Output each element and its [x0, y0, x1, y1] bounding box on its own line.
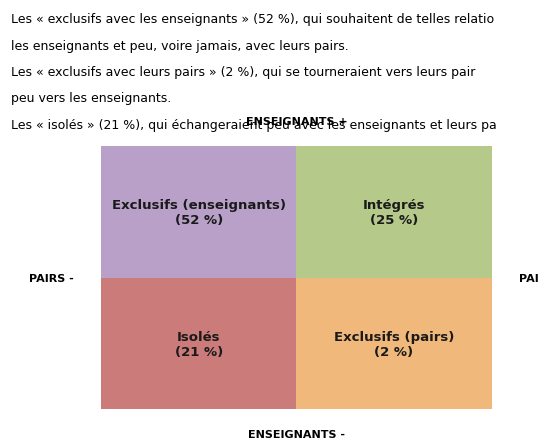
Text: ENSEIGNANTS -: ENSEIGNANTS -	[248, 429, 345, 438]
Text: Exclusifs (enseignants)
(52 %): Exclusifs (enseignants) (52 %)	[112, 198, 286, 226]
Text: Les « exclusifs avec les enseignants » (52 %), qui souhaitent de telles relatio: Les « exclusifs avec les enseignants » (…	[11, 13, 494, 26]
Bar	[101, 147, 296, 278]
Text: Isolés
(21 %): Isolés (21 %)	[175, 330, 223, 358]
Text: ENSEIGNANTS +: ENSEIGNANTS +	[246, 117, 347, 127]
Text: les enseignants et peu, voire jamais, avec leurs pairs.: les enseignants et peu, voire jamais, av…	[11, 39, 349, 53]
Text: PAIRS -: PAIRS -	[29, 273, 74, 283]
Bar	[296, 278, 492, 410]
Bar	[101, 278, 296, 410]
Text: Intégrés
(25 %): Intégrés (25 %)	[363, 198, 425, 226]
Text: Les « exclusifs avec leurs pairs » (2 %), qui se tourneraient vers leurs pair: Les « exclusifs avec leurs pairs » (2 %)…	[11, 66, 475, 79]
Bar	[296, 147, 492, 278]
Text: PAIRS +: PAIRS +	[519, 273, 539, 283]
Text: peu vers les enseignants.: peu vers les enseignants.	[11, 92, 171, 105]
Text: Exclusifs (pairs)
(2 %): Exclusifs (pairs) (2 %)	[334, 330, 454, 358]
Text: Les « isolés » (21 %), qui échangeraient peu avec les enseignants et leurs pa: Les « isolés » (21 %), qui échangeraient…	[11, 118, 496, 131]
